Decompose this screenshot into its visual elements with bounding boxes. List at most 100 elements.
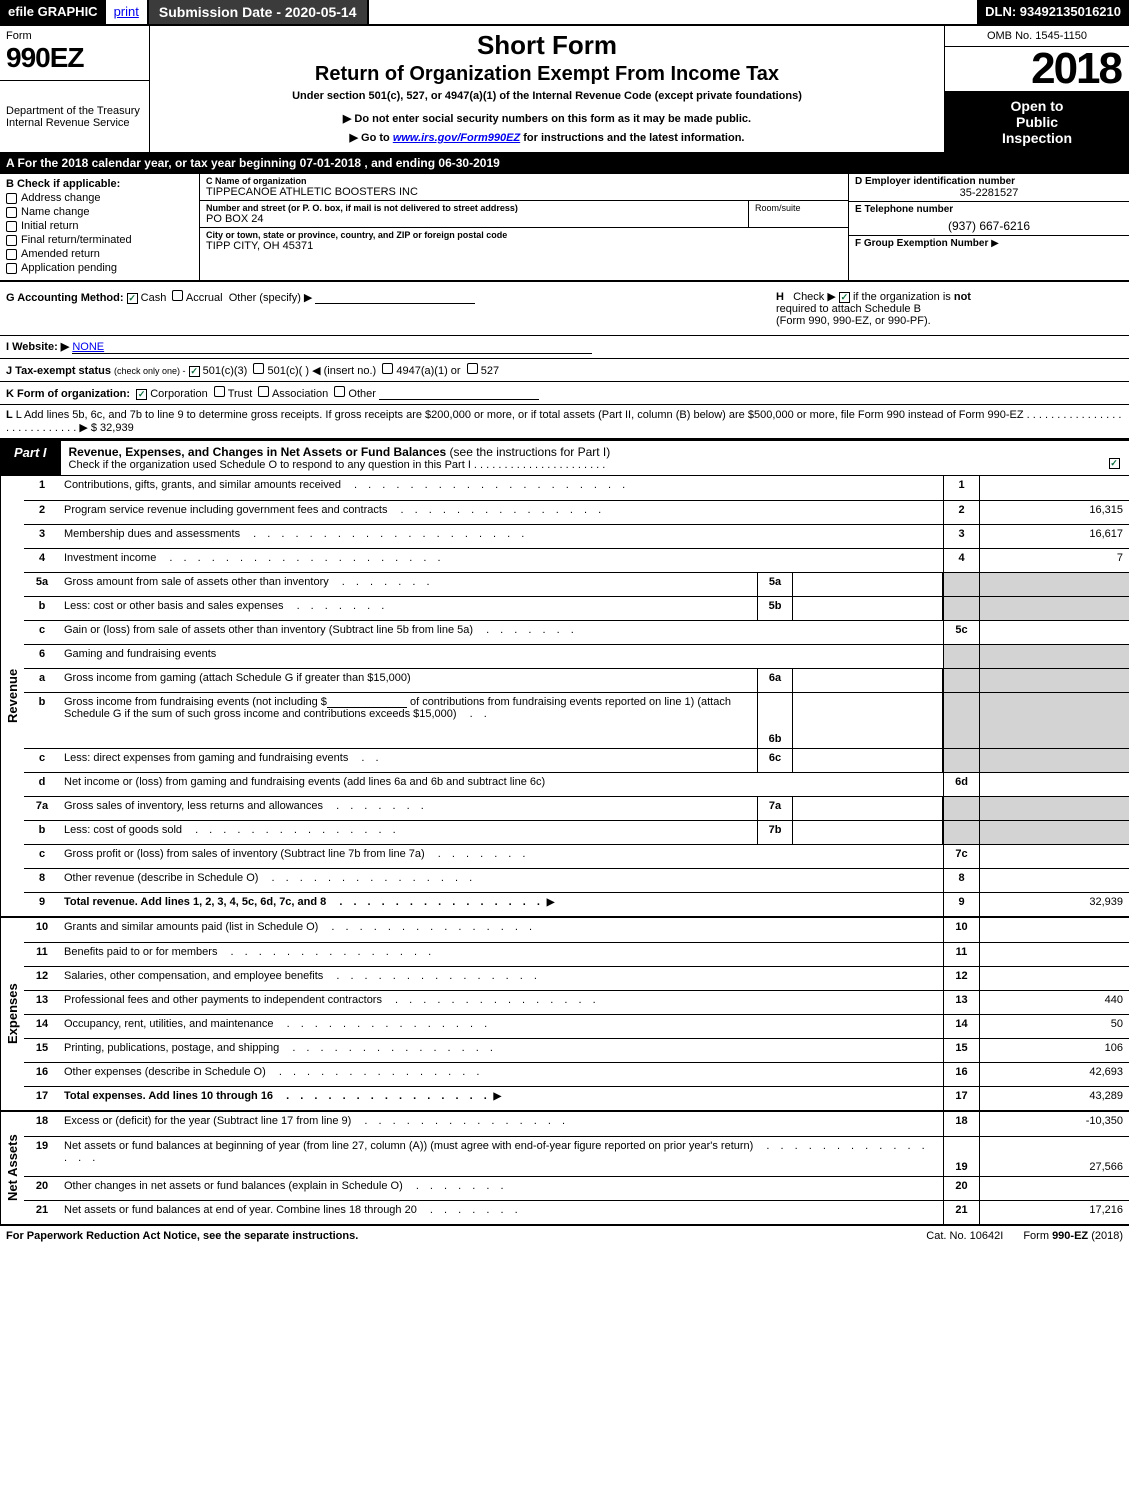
group-exemption-box: F Group Exemption Number ▶ <box>849 236 1129 280</box>
line-amount <box>979 573 1129 596</box>
line-num: 21 <box>24 1201 60 1224</box>
j-527-checkbox[interactable] <box>467 363 478 374</box>
contrib-field[interactable] <box>327 696 407 708</box>
h-txt3: (Form 990, 990-EZ, or 990-PF). <box>776 315 931 327</box>
line-desc: Contributions, gifts, grants, and simila… <box>60 476 943 500</box>
line-21: 21 Net assets or fund balances at end of… <box>24 1200 1129 1224</box>
k-other-field[interactable] <box>379 388 539 400</box>
k-assoc-checkbox[interactable] <box>258 386 269 397</box>
k-corp-checkbox[interactable] <box>136 389 147 400</box>
chk-name-change[interactable]: Name change <box>6 206 193 218</box>
other-specify-field[interactable] <box>315 292 475 304</box>
chk-label: Amended return <box>21 248 100 260</box>
line-num: 1 <box>24 476 60 500</box>
h-txt2: required to attach Schedule B <box>776 303 921 315</box>
line-rt-num: 15 <box>943 1039 979 1062</box>
schedule-o-checkbox[interactable] <box>1109 458 1120 469</box>
org-name-box: C Name of organization TIPPECANOE ATHLET… <box>200 174 848 201</box>
line-amount <box>979 693 1129 748</box>
city-val: TIPP CITY, OH 45371 <box>206 240 842 252</box>
mini-amt <box>793 749 943 772</box>
part-sub1: (see the instructions for Part I) <box>446 445 610 459</box>
h-checkbox[interactable] <box>839 292 850 303</box>
chk-amended-return[interactable]: Amended return <box>6 248 193 260</box>
chk-label: Address change <box>21 192 101 204</box>
addr-val: PO BOX 24 <box>206 213 742 225</box>
ein-value: 35-2281527 <box>855 187 1123 199</box>
line-num: 10 <box>24 918 60 942</box>
line-rt-num: 14 <box>943 1015 979 1038</box>
line-17: 17 Total expenses. Add lines 10 through … <box>24 1086 1129 1110</box>
section-g: G Accounting Method: Cash Accrual Other … <box>0 282 769 335</box>
dept-irs: Internal Revenue Service <box>6 117 143 129</box>
accrual-label: Accrual <box>186 292 223 304</box>
chk-final-return[interactable]: Final return/terminated <box>6 234 193 246</box>
room-label: Room/suite <box>755 203 842 213</box>
net-assets-lines: 18 Excess or (deficit) for the year (Sub… <box>24 1112 1129 1224</box>
h-letter: H <box>776 291 784 303</box>
line-11: 11 Benefits paid to or for members . . .… <box>24 942 1129 966</box>
j-small: (check only one) - <box>114 366 186 376</box>
line-amount <box>979 669 1129 692</box>
line-5c: c Gain or (loss) from sale of assets oth… <box>24 620 1129 644</box>
line-rt-num: 17 <box>943 1087 979 1110</box>
line-num: 5a <box>24 573 60 596</box>
line-desc: Printing, publications, postage, and shi… <box>60 1039 943 1062</box>
mini-amt <box>793 797 943 820</box>
line-desc: Gaming and fundraising events <box>60 645 943 668</box>
cash-checkbox[interactable] <box>127 293 138 304</box>
chk-address-change[interactable]: Address change <box>6 192 193 204</box>
chk-label: Application pending <box>21 262 117 274</box>
mini-amt <box>793 821 943 844</box>
period-end: 06-30-2019 <box>438 156 499 170</box>
line-rt-num: 11 <box>943 943 979 966</box>
goto-post: for instructions and the latest informat… <box>520 132 744 144</box>
accrual-checkbox[interactable] <box>172 290 183 301</box>
k-other-checkbox[interactable] <box>334 386 345 397</box>
website-link[interactable]: NONE <box>72 341 104 353</box>
paperwork-notice: For Paperwork Reduction Act Notice, see … <box>6 1230 906 1242</box>
mini-amt <box>793 573 943 596</box>
print-link[interactable]: print <box>106 0 147 24</box>
line-3: 3 Membership dues and assessments . . . … <box>24 524 1129 548</box>
mini-num: 7b <box>757 821 793 844</box>
entity-info-grid: B Check if applicable: Address change Na… <box>0 174 1129 282</box>
goto-link[interactable]: www.irs.gov/Form990EZ <box>393 132 520 144</box>
arrow-icon: ▶ <box>991 238 999 249</box>
line-desc: Professional fees and other payments to … <box>60 991 943 1014</box>
line-amount: 32,939 <box>979 893 1129 916</box>
efile-label: efile GRAPHIC <box>0 0 106 24</box>
line-num: 17 <box>24 1087 60 1110</box>
d-label: D Employer identification number <box>855 176 1123 187</box>
header-left: Form 990EZ Department of the Treasury In… <box>0 26 150 152</box>
k-label: K Form of organization: <box>6 388 130 400</box>
line-num: 18 <box>24 1112 60 1136</box>
line-amount <box>979 845 1129 868</box>
form-header: Form 990EZ Department of the Treasury In… <box>0 26 1129 154</box>
period-mid: , and ending <box>361 156 438 170</box>
section-def: D Employer identification number 35-2281… <box>849 174 1129 280</box>
line-rt-num <box>943 693 979 748</box>
line-num: b <box>24 693 60 748</box>
form-ref-post: (2018) <box>1088 1230 1123 1242</box>
j-label: J Tax-exempt status <box>6 365 111 377</box>
form-ref: Form 990-EZ (2018) <box>1023 1230 1123 1242</box>
chk-application-pending[interactable]: Application pending <box>6 262 193 274</box>
section-l: L L Add lines 5b, 6c, and 7b to line 9 t… <box>0 405 1129 439</box>
j-501c3-checkbox[interactable] <box>189 366 200 377</box>
line-amount <box>979 918 1129 942</box>
j-4947-checkbox[interactable] <box>382 363 393 374</box>
line-num: 14 <box>24 1015 60 1038</box>
line-desc: Net assets or fund balances at beginning… <box>60 1137 943 1176</box>
line-7b: b Less: cost of goods sold . . . . . . .… <box>24 820 1129 844</box>
line-desc: Program service revenue including govern… <box>60 501 943 524</box>
chk-initial-return[interactable]: Initial return <box>6 220 193 232</box>
line-amount: 106 <box>979 1039 1129 1062</box>
k-trust-checkbox[interactable] <box>214 386 225 397</box>
mini-amt <box>793 597 943 620</box>
checkbox-icon <box>6 235 17 246</box>
net-assets-side-label: Net Assets <box>0 1112 24 1224</box>
goto-line: ▶ Go to www.irs.gov/Form990EZ for instru… <box>160 131 934 144</box>
j-501c-checkbox[interactable] <box>253 363 264 374</box>
period-begin: 07-01-2018 <box>300 156 361 170</box>
